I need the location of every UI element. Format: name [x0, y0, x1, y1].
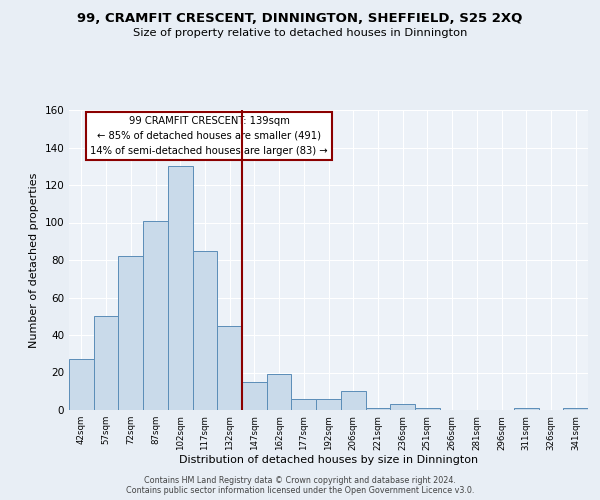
- Text: Contains HM Land Registry data © Crown copyright and database right 2024.: Contains HM Land Registry data © Crown c…: [144, 476, 456, 485]
- Bar: [390, 404, 415, 410]
- Bar: [292, 399, 316, 410]
- Y-axis label: Number of detached properties: Number of detached properties: [29, 172, 39, 348]
- Text: Size of property relative to detached houses in Dinnington: Size of property relative to detached ho…: [133, 28, 467, 38]
- Text: Contains public sector information licensed under the Open Government Licence v3: Contains public sector information licen…: [126, 486, 474, 495]
- Bar: [242, 382, 267, 410]
- Bar: [365, 408, 390, 410]
- Bar: [341, 391, 365, 410]
- Bar: [94, 316, 118, 410]
- Bar: [563, 408, 588, 410]
- X-axis label: Distribution of detached houses by size in Dinnington: Distribution of detached houses by size …: [179, 456, 478, 466]
- Bar: [415, 408, 440, 410]
- Bar: [69, 360, 94, 410]
- Bar: [267, 374, 292, 410]
- Bar: [193, 250, 217, 410]
- Bar: [316, 399, 341, 410]
- Bar: [217, 326, 242, 410]
- Bar: [168, 166, 193, 410]
- Text: 99, CRAMFIT CRESCENT, DINNINGTON, SHEFFIELD, S25 2XQ: 99, CRAMFIT CRESCENT, DINNINGTON, SHEFFI…: [77, 12, 523, 26]
- Bar: [118, 256, 143, 410]
- Bar: [143, 220, 168, 410]
- Text: 99 CRAMFIT CRESCENT: 139sqm
← 85% of detached houses are smaller (491)
14% of se: 99 CRAMFIT CRESCENT: 139sqm ← 85% of det…: [91, 116, 328, 156]
- Bar: [514, 408, 539, 410]
